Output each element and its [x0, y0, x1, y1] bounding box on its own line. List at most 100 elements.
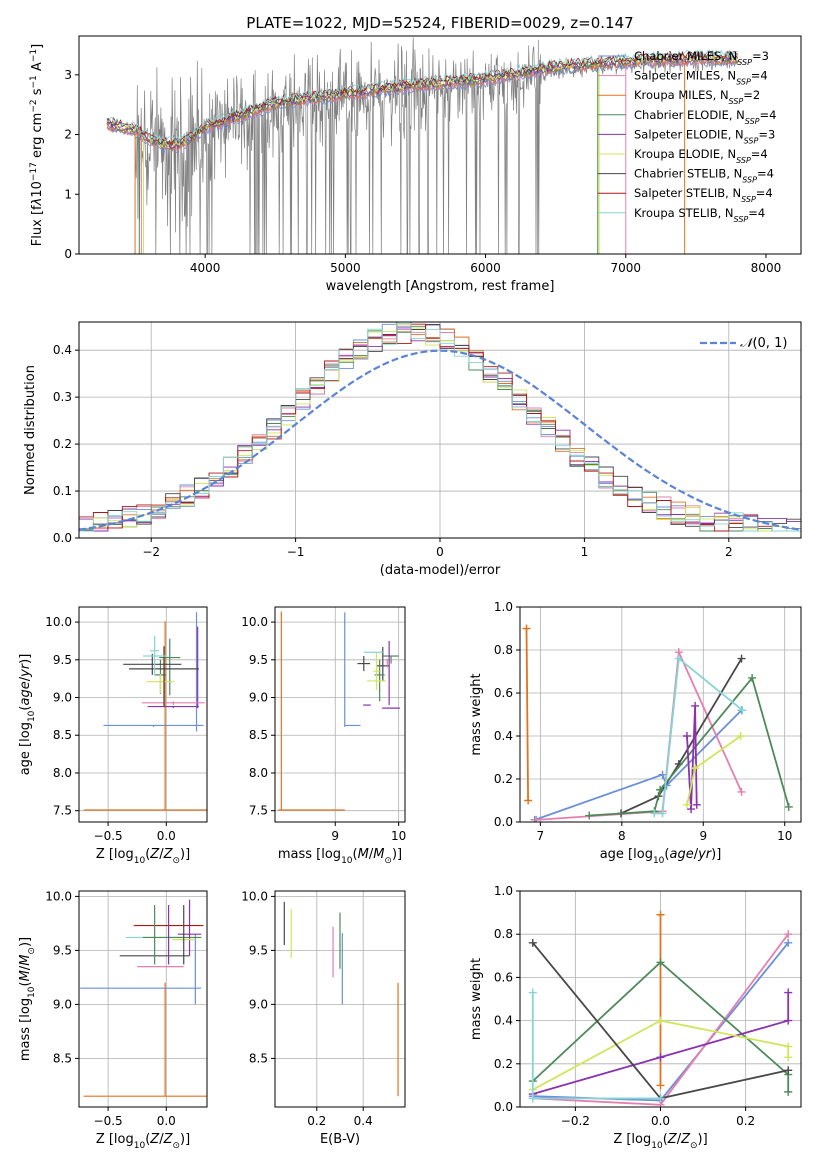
plus-marker [784, 1053, 793, 1062]
y-axis-label: Normed distribution [23, 365, 38, 495]
y-tick-label: 9.0 [249, 691, 268, 705]
y-tick-label: 0.0 [53, 531, 72, 545]
x-tick-label: 9 [699, 829, 707, 843]
x-tick-label: 4000 [190, 261, 221, 275]
plus-marker [784, 1016, 793, 1025]
axes-spectrum: 4000 5000 6000 7000 8000 0 1 2 3 wavelength [Angs… [29, 35, 802, 294]
plot-area [528, 910, 793, 1107]
plus-marker [528, 988, 537, 997]
y-tick-label: 9.0 [53, 691, 72, 705]
x-tick-label: 0.0 [157, 1114, 176, 1128]
plus-marker [528, 938, 537, 947]
y-axis-label: age [log10(age/yr)] [18, 654, 37, 776]
mass-weight-line [531, 992, 661, 1100]
legend-entry: Chabrier MILES, NSSP=3 [634, 49, 769, 67]
axes-age-vs-mass: 9 10 7.5 8.0 8.5 9.0 9.5 10.0 mass [log10(M/M⊙)] [241, 606, 406, 866]
y-tick-label: 8.0 [249, 766, 268, 780]
y-tick-label: 9.5 [53, 943, 72, 957]
legend-entry: 𝒩(0, 1) [740, 336, 787, 351]
legend-entry: Chabrier STELIB, NSSP=4 [634, 167, 774, 185]
mass-weight-line [532, 992, 790, 1095]
x-tick-label: 10 [777, 829, 792, 843]
plus-marker [682, 800, 691, 809]
y-tick-label: 1 [64, 187, 72, 201]
x-tick-label: 10 [391, 829, 406, 843]
y-tick-label: 9.5 [249, 943, 268, 957]
x-tick-label: 2 [725, 545, 733, 559]
y-tick-label: 9.5 [249, 653, 268, 667]
plus-marker [784, 802, 793, 811]
axes-frame [519, 606, 802, 823]
y-tick-label: 2 [64, 128, 72, 142]
figure-title: PLATE=1022, MJD=52524, FIBERID=0029, z=0… [246, 14, 633, 32]
normal-distribution-curve [79, 349, 801, 531]
plus-marker [682, 732, 691, 740]
plus-marker [736, 732, 745, 740]
x-axis-label: wavelength [Angstrom, rest frame] [326, 279, 555, 294]
y-tick-label: 1.0 [494, 600, 513, 614]
y-tick-label: 0.2 [494, 772, 513, 786]
axes-mass-vs-ebv: 0.2 0.4 8.5 9.0 9.5 10.0 E(B-V) [241, 889, 406, 1147]
plus-marker [585, 811, 594, 820]
axes-age-vs-Z: −0.5 0.0 7.5 8.0 8.5 9.0 9.5 10.0 Z [log10(Z/Z⊙)… [18, 606, 208, 866]
plot-area [83, 612, 207, 811]
x-tick-label: 8 [618, 829, 626, 843]
plus-marker [674, 654, 683, 663]
axes-frame [519, 890, 802, 1108]
y-tick-label: 0.2 [53, 437, 72, 451]
y-tick-label: 0.0 [494, 815, 513, 829]
model-spectrum-line [106, 58, 739, 154]
y-tick-label: 0.8 [494, 643, 513, 657]
plus-marker [784, 1066, 793, 1075]
plot-area [283, 901, 399, 1097]
x-tick-label: 0.0 [651, 1114, 670, 1128]
residual-histogram-step [79, 322, 801, 532]
legend-entry: Kroupa ELODIE, NSSP=4 [634, 147, 768, 165]
x-tick-label: −0.5 [94, 829, 123, 843]
axes-frame [78, 890, 208, 1108]
plot-area [106, 37, 739, 254]
mass-weight-line [686, 705, 698, 810]
x-axis-label: Z [log10(Z/Z⊙)] [96, 847, 190, 866]
legend-entry: Kroupa STELIB, NSSP=4 [634, 206, 765, 224]
mass-weight-line [525, 628, 529, 801]
plus-marker [737, 787, 746, 796]
y-tick-label: 0.0 [494, 1100, 513, 1114]
plus-marker [656, 910, 665, 919]
x-tick-label: 0.0 [157, 829, 176, 843]
axes-residuals: −2 −1 0 1 2 0.0 0.1 0.2 0.3 0.4 (data-model)/error… [23, 321, 802, 578]
axes-mass-weight-vs-Z: −0.2 0.0 0.2 0.0 0.2 0.4 0.6 0.8 1.0 Z [log10(Z/Z… [469, 884, 802, 1151]
axes-frame [78, 606, 208, 823]
plus-marker [737, 654, 746, 663]
plus-marker [691, 701, 700, 710]
plus-marker [656, 1081, 665, 1090]
y-tick-label: 7.5 [53, 804, 72, 818]
y-tick-label: 9.0 [53, 997, 72, 1011]
y-tick-label: 10.0 [241, 615, 268, 629]
axes-frame [78, 35, 802, 255]
model-spectrum-line [106, 49, 739, 146]
y-tick-label: 0 [64, 247, 72, 261]
x-tick-label: −0.2 [561, 1114, 590, 1128]
plot-area [522, 624, 793, 822]
legend-entry: Chabrier ELODIE, NSSP=4 [634, 108, 776, 126]
legend-entry: Kroupa MILES, NSSP=2 [634, 88, 760, 106]
legend-entry: Salpeter MILES, NSSP=4 [634, 69, 768, 87]
plus-marker [524, 796, 533, 805]
y-tick-label: 0.6 [494, 970, 513, 984]
x-tick-label: 6000 [470, 261, 501, 275]
y-tick-label: 0.4 [494, 1014, 513, 1028]
y-tick-label: 0.1 [53, 484, 72, 498]
y-tick-label: 9.0 [249, 997, 268, 1011]
x-tick-label: 0.2 [307, 1114, 326, 1128]
plus-marker [656, 958, 665, 967]
x-tick-label: 7000 [610, 261, 641, 275]
plus-marker [784, 938, 793, 947]
plus-marker [656, 1016, 665, 1025]
plus-marker [784, 930, 793, 939]
axes-mass-weight-vs-age: 7 8 9 10 0.0 0.2 0.4 0.6 0.8 1.0 age [log10(age/yr… [469, 600, 802, 866]
y-tick-label: 8.5 [249, 728, 268, 742]
plus-marker [656, 1094, 665, 1103]
x-tick-label: 8000 [751, 261, 782, 275]
plus-marker [748, 673, 757, 682]
